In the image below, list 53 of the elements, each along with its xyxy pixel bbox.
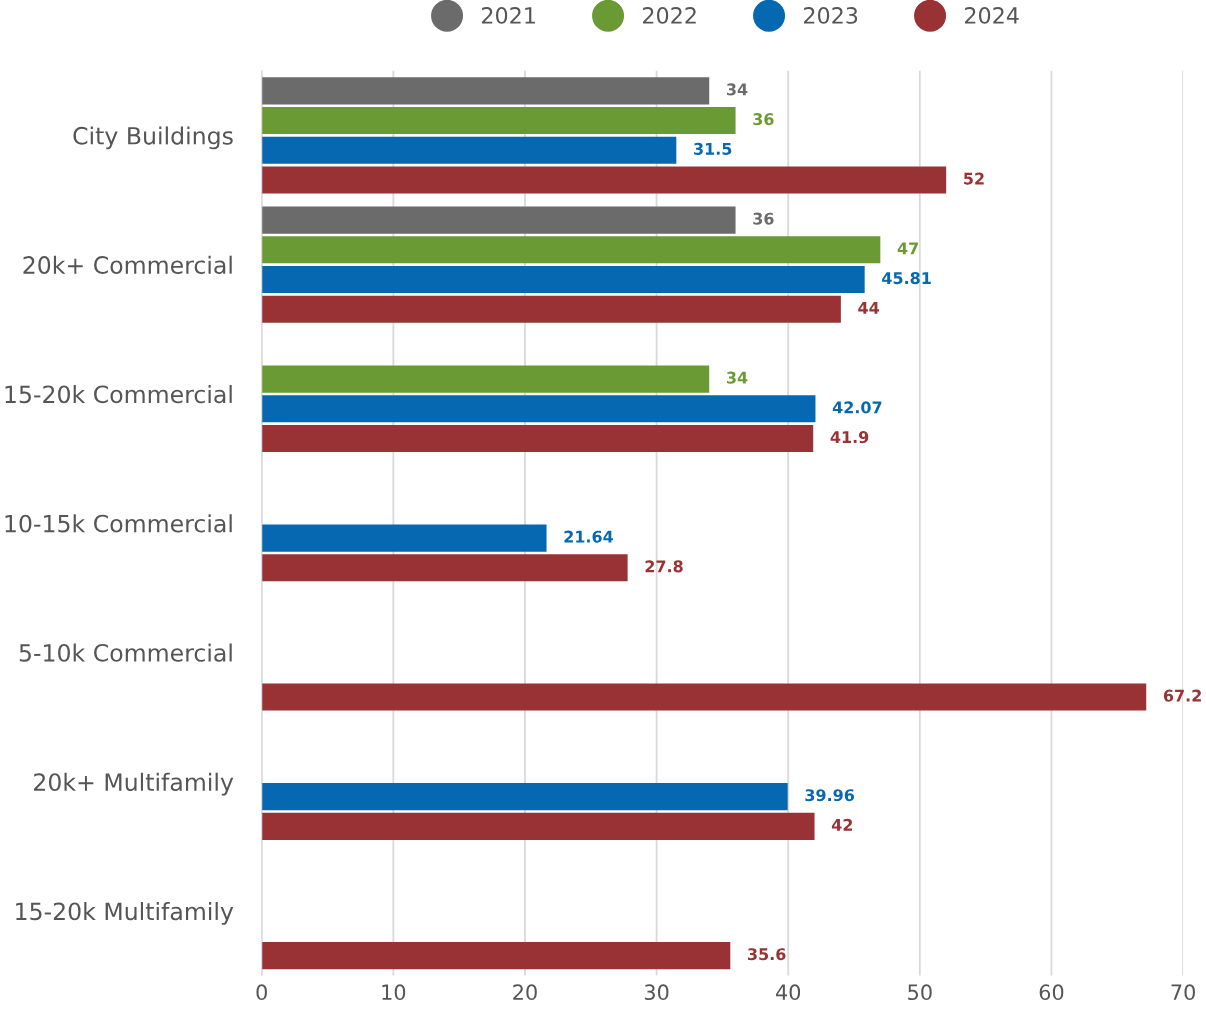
y-tick-label: 20k+ Multifamily [34,772,234,796]
data-label: 35.6 [748,948,786,961]
bar [261,395,816,423]
legend-label: 2021 [482,7,535,24]
bar [261,683,1147,711]
data-label: 39.96 [805,789,855,802]
data-label: 41.9 [830,431,869,444]
data-label: 67.2 [1163,689,1201,702]
data-label: 42 [831,818,853,831]
y-tick-label: 10-15k Commercial [5,514,232,533]
x-tick-label: 70 [1171,984,1195,1001]
bar [261,106,736,135]
data-label: 45.81 [882,272,931,285]
legend-label: 2023 [804,7,858,24]
bar [261,77,710,105]
data-label: 36 [753,212,774,225]
data-label: 47 [897,242,918,255]
bar [261,365,710,393]
bar [261,783,788,811]
x-tick-label: 0 [256,984,267,1001]
bar [261,265,865,294]
bar [261,295,841,323]
y-tick-label: City Buildings [73,126,233,150]
bar [261,524,547,552]
y-tick-label: 20k+ Commercial [23,255,232,274]
data-label: 21.64 [564,530,613,543]
x-tick-label: 20 [513,984,537,1001]
bar [261,166,947,194]
data-label: 36 [753,113,774,126]
data-label: 34 [726,83,748,96]
data-label: 31.5 [694,142,732,155]
y-tick-label: 15-20k Multifamily [16,902,234,925]
y-tick-label: 15-20k Commercial [5,384,232,404]
data-label: 27.8 [645,560,683,573]
x-tick-label: 60 [1039,984,1064,1001]
data-label: 42.07 [832,401,882,414]
legend-label: 2022 [643,7,696,24]
y-tick-label: 5-10k Commercial [19,643,232,662]
x-tick-label: 50 [908,984,932,1001]
bar [261,206,736,234]
data-label: 34 [726,371,748,384]
bar [261,136,677,164]
x-tick-label: 30 [644,984,669,1001]
x-tick-label: 40 [775,984,801,1001]
bar [261,554,628,582]
x-tick-label: 10 [382,984,406,1001]
bar [261,942,731,970]
bar [261,812,815,840]
bar [261,424,814,453]
bar [261,236,881,264]
data-label: 44 [858,302,880,314]
data-label: 52 [964,172,984,185]
legend-label: 2024 [965,7,1019,24]
